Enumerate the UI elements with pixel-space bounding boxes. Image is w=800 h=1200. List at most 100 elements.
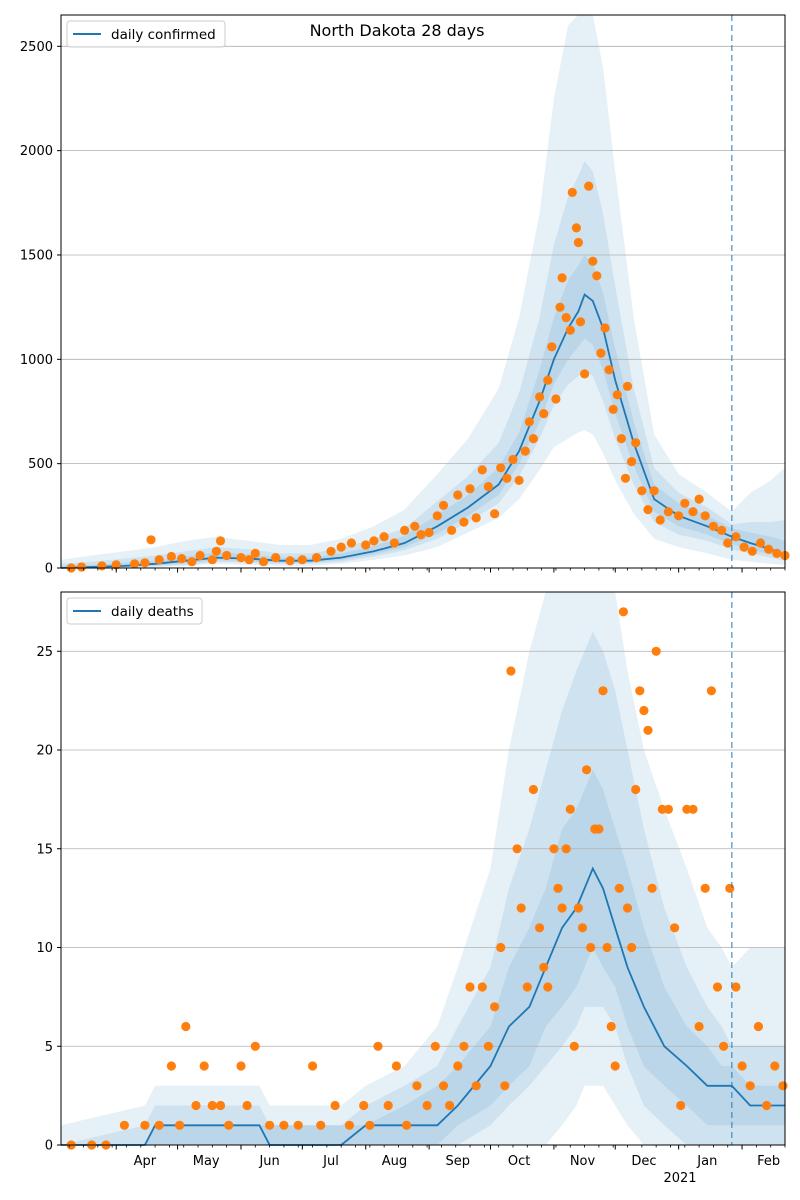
observed-point <box>565 804 575 814</box>
observed-point <box>643 725 653 735</box>
y-tick-label: 500 <box>28 457 53 472</box>
observed-point <box>637 486 647 496</box>
observed-point <box>391 1061 401 1071</box>
observed-point <box>762 1100 772 1111</box>
observed-point <box>361 540 371 550</box>
observed-point <box>502 473 512 483</box>
observed-point <box>316 1120 326 1130</box>
observed-point <box>400 525 410 536</box>
observed-point <box>618 607 629 617</box>
x-month-label: May <box>193 1154 220 1169</box>
observed-point <box>258 557 269 567</box>
observed-point <box>330 1100 340 1111</box>
observed-point <box>602 942 612 953</box>
observed-point <box>731 532 741 542</box>
observed-point <box>191 1100 201 1111</box>
observed-point <box>308 1061 318 1071</box>
observed-point <box>477 982 487 992</box>
observed-point <box>606 1021 616 1032</box>
observed-point <box>424 527 434 538</box>
observed-point <box>649 486 659 496</box>
observed-point <box>471 513 481 523</box>
observed-point <box>346 538 356 548</box>
observed-point <box>639 705 649 716</box>
observed-point <box>293 1120 303 1130</box>
legend-label-confirmed: daily confirmed <box>111 27 216 43</box>
observed-point <box>508 454 518 465</box>
observed-point <box>471 1081 481 1091</box>
observed-point <box>490 1002 500 1012</box>
observed-point <box>674 511 684 521</box>
observed-point <box>410 521 420 531</box>
observed-point <box>655 515 665 525</box>
observed-point <box>778 1081 788 1091</box>
observed-point <box>651 646 661 656</box>
y-tick-label: 1500 <box>20 248 53 263</box>
observed-point <box>747 546 757 556</box>
y-tick-label: 5 <box>45 1040 53 1055</box>
x-axis-ticks-confirmed <box>68 568 786 573</box>
observed-point <box>688 507 698 517</box>
y-axis-ticks-confirmed: 0 500 1000 1500 2000 2500 <box>20 40 61 577</box>
observed-point <box>265 1120 275 1130</box>
observed-point <box>596 348 606 358</box>
observed-point <box>465 982 475 992</box>
observed-point <box>561 313 571 323</box>
observed-point <box>520 446 530 456</box>
observed-point <box>676 1100 686 1111</box>
observed-point <box>416 530 426 540</box>
observed-point <box>694 494 704 504</box>
observed-point <box>181 1021 191 1032</box>
observed-point <box>175 1120 185 1130</box>
observed-point <box>187 557 197 567</box>
observed-point <box>700 511 710 521</box>
axes-frame-confirmed <box>60 14 786 569</box>
observed-point <box>717 525 727 536</box>
observed-point <box>535 923 545 933</box>
observed-point <box>199 1061 209 1071</box>
observed-point <box>215 1100 226 1111</box>
observed-point <box>166 1061 176 1071</box>
observed-point <box>608 404 618 414</box>
observed-point <box>459 517 469 527</box>
x-month-label: Sep <box>446 1154 471 1169</box>
x-month-label: Oct <box>508 1154 530 1169</box>
y-tick-label: 15 <box>36 842 53 857</box>
observed-point <box>670 923 680 933</box>
observed-point <box>412 1081 422 1091</box>
observed-point <box>154 1120 164 1130</box>
legend-box <box>66 20 226 48</box>
panel-daily-confirmed: 0 500 1000 1500 2000 2500 North Dakota 28 day… <box>20 14 790 577</box>
observed-point <box>111 560 121 570</box>
observed-point <box>438 1081 449 1091</box>
observed-point <box>622 381 633 391</box>
observed-point <box>688 804 698 814</box>
observed-point <box>490 509 500 519</box>
observed-point <box>177 554 187 564</box>
observed-point <box>285 556 295 566</box>
observed-point <box>577 923 588 933</box>
observed-point <box>616 434 627 444</box>
observed-point <box>547 342 557 352</box>
observed-point <box>543 982 553 992</box>
observed-point <box>610 1061 620 1071</box>
x-month-label: Feb <box>757 1154 780 1169</box>
observed-point <box>365 1120 375 1130</box>
observed-point <box>737 1061 747 1071</box>
observed-point <box>430 1041 440 1051</box>
observed-point <box>627 942 637 953</box>
observed-point <box>739 542 749 552</box>
observed-point <box>207 1100 217 1111</box>
observed-point <box>522 982 532 992</box>
observed-point <box>565 325 575 335</box>
observed-point <box>598 686 608 696</box>
observed-point <box>573 237 584 248</box>
y-tick-label: 20 <box>36 744 53 759</box>
observed-point <box>647 883 657 893</box>
observed-point <box>600 323 610 333</box>
observed-point <box>483 1041 493 1051</box>
observed-point <box>582 765 592 775</box>
observed-point <box>438 500 449 510</box>
observed-point <box>244 555 254 565</box>
observed-point <box>725 883 735 893</box>
